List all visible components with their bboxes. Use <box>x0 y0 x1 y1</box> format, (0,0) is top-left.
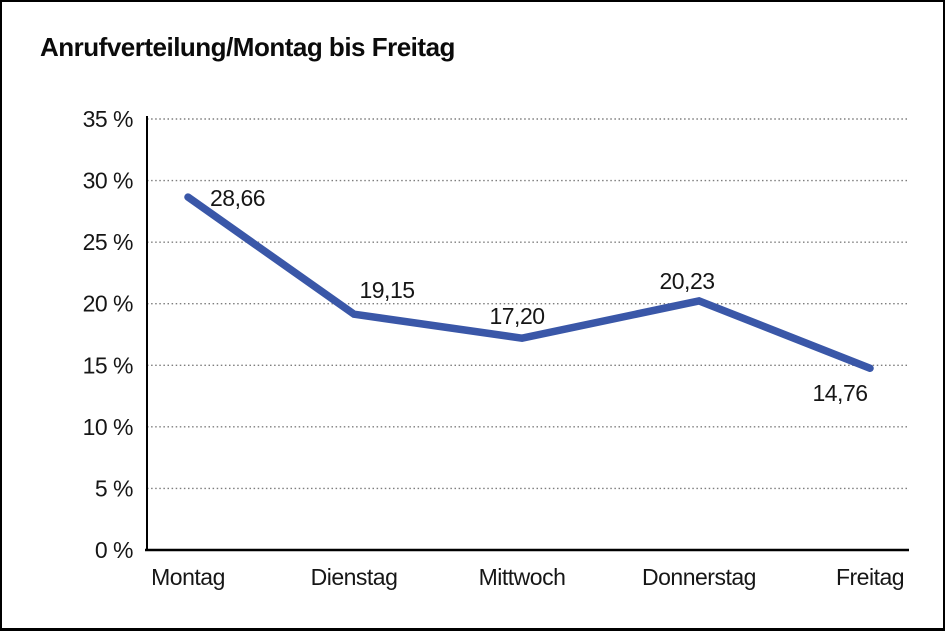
data-point-labels: 28,66 19,15 17,20 20,23 14,76 <box>210 185 868 406</box>
y-tick-label: 35 % <box>83 106 133 132</box>
data-point-label: 14,76 <box>812 380 867 406</box>
y-tick-label: 20 % <box>83 291 133 317</box>
y-tick-label: 5 % <box>95 475 133 501</box>
x-category-label: Freitag <box>836 564 904 590</box>
y-tick-label: 15 % <box>83 352 133 378</box>
x-category-label: Montag <box>151 564 225 590</box>
y-tick-label: 10 % <box>83 414 133 440</box>
data-point-label: 28,66 <box>210 185 265 211</box>
data-point-label: 20,23 <box>659 268 714 294</box>
x-category-label: Mittwoch <box>479 564 566 590</box>
y-tick-label: 0 % <box>95 537 133 563</box>
data-series-line <box>184 193 874 372</box>
y-tick-label: 30 % <box>83 168 133 194</box>
y-axis-tick-labels: 0 % 5 % 10 % 15 % 20 % 25 % 30 % 35 % <box>83 106 134 563</box>
series-line <box>184 193 874 372</box>
y-tick-label: 25 % <box>83 229 133 255</box>
axes <box>145 116 909 552</box>
chart-title: Anrufverteilung/Montag bis Freitag <box>40 32 455 62</box>
x-category-label: Dienstag <box>311 564 398 590</box>
data-point-label: 19,15 <box>359 277 414 303</box>
x-category-label: Donnerstag <box>642 564 756 590</box>
data-point-label: 17,20 <box>489 303 544 329</box>
x-axis-category-labels: Montag Dienstag Mittwoch Donnerstag Freitag <box>151 564 904 590</box>
